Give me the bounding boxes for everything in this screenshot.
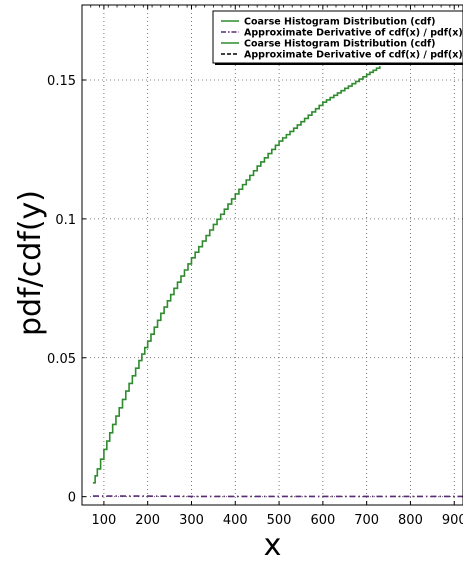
x-tick-label: 800 [398, 513, 423, 528]
y-tick-label: 0.1 [55, 213, 76, 228]
x-tick-label: 700 [354, 513, 379, 528]
x-tick-label: 600 [310, 513, 335, 528]
legend-entry-label: Approximate Derivative of cdf(x) / pdf(x… [244, 28, 463, 39]
x-tick-label: 300 [179, 513, 204, 528]
x-tick-label: 500 [267, 513, 292, 528]
legend-box [212, 10, 463, 64]
x-tick-label: 400 [223, 513, 248, 528]
legend-entry-label: Coarse Histogram Distribution (cdf) [244, 39, 436, 50]
x-tick-label: 900 [442, 513, 463, 528]
x-axis-label: x [264, 528, 282, 563]
legend-entry-label: Coarse Histogram Distribution (cdf) [244, 17, 436, 28]
legend-entry-label: Approximate Derivative of cdf(x) / pdf(x… [244, 50, 463, 61]
grid-lines [82, 5, 463, 505]
y-tick-label: 0.05 [47, 352, 76, 367]
ticks-layer: 100 200 300 400 500 600 700 800 900 0 0.05 0.1 0.15 [47, 5, 463, 528]
y-axis-label: pdf/cdf(y) [13, 190, 48, 336]
x-tick-label: 200 [135, 513, 160, 528]
legend: Coarse Histogram Distribution (cdf)Appro… [212, 10, 463, 65]
plot-frame [81, 4, 463, 506]
x-tick-label: 100 [91, 513, 116, 528]
series-layer [92, 66, 463, 498]
series-cdf-line [92, 66, 381, 484]
y-tick-label: 0 [68, 491, 76, 506]
y-tick-label: 0.15 [47, 74, 76, 89]
